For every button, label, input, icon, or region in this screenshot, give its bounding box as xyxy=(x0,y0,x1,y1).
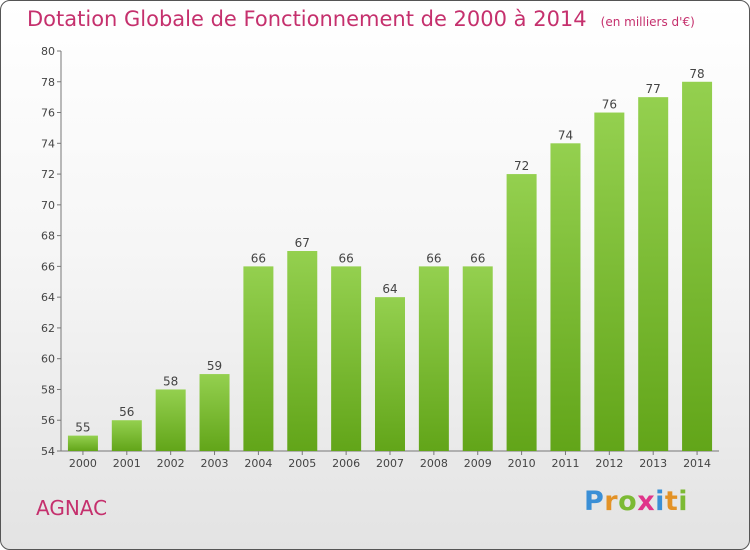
y-tick-label: 56 xyxy=(41,414,55,427)
data-label-2012: 76 xyxy=(602,98,617,112)
bar-2010 xyxy=(506,174,537,452)
bar-2006 xyxy=(331,266,362,451)
data-label-2004: 66 xyxy=(251,251,266,265)
bar-2000 xyxy=(67,435,98,451)
bar-2008 xyxy=(418,266,449,451)
y-tick-label: 74 xyxy=(41,137,55,150)
x-tick-label-2002: 2002 xyxy=(157,457,185,470)
data-label-2005: 67 xyxy=(295,236,310,250)
x-tick-label-2009: 2009 xyxy=(464,457,492,470)
y-tick-label: 66 xyxy=(41,260,55,273)
y-tick-label: 58 xyxy=(41,383,55,396)
y-tick-label: 80 xyxy=(41,45,55,58)
x-tick-label-2000: 2000 xyxy=(69,457,97,470)
data-label-2008: 66 xyxy=(426,251,441,265)
y-tick-label: 60 xyxy=(41,353,55,366)
chart-subtitle: (en milliers d'€) xyxy=(600,15,695,29)
y-tick-label: 70 xyxy=(41,199,55,212)
chart-title-text: Dotation Globale de Fonctionnement de 20… xyxy=(27,7,587,31)
y-tick-label: 78 xyxy=(41,76,55,89)
x-tick-label-2003: 2003 xyxy=(201,457,229,470)
y-tick-label: 68 xyxy=(41,230,55,243)
x-tick-label-2004: 2004 xyxy=(244,457,272,470)
data-label-2001: 56 xyxy=(119,405,134,419)
x-tick-label-2010: 2010 xyxy=(508,457,536,470)
data-label-2003: 59 xyxy=(207,359,222,373)
data-labels: 55 56 58 59 66 67 66 64 66 66 72 74 76 77 78 xyxy=(75,67,704,435)
bar-2014 xyxy=(682,81,713,452)
data-label-2010: 72 xyxy=(514,159,529,173)
x-tick-label-2011: 2011 xyxy=(551,457,579,470)
bar-2007 xyxy=(375,297,405,451)
x-tick-label-2005: 2005 xyxy=(288,457,316,470)
y-tick-label: 76 xyxy=(41,107,55,120)
data-label-2014: 78 xyxy=(689,67,704,81)
bar-2003 xyxy=(199,374,230,451)
data-label-2011: 74 xyxy=(558,128,573,142)
y-tick-label: 72 xyxy=(41,168,55,181)
chart-title: Dotation Globale de Fonctionnement de 20… xyxy=(27,7,695,31)
x-tick-label-2006: 2006 xyxy=(332,457,360,470)
bar-2013 xyxy=(638,97,669,452)
bar-2011 xyxy=(550,143,581,452)
x-axis: 2000 2001 2002 2003 2004 2005 2006 2007 2008 2009… xyxy=(61,450,719,470)
y-tick-label: 54 xyxy=(41,445,55,458)
x-tick-label-2008: 2008 xyxy=(420,457,448,470)
data-label-2007: 64 xyxy=(382,282,397,296)
bar-2001 xyxy=(111,420,142,451)
bar-2004 xyxy=(243,266,274,451)
bar-2012 xyxy=(594,112,625,452)
bar-series xyxy=(67,81,713,452)
bar-2005 xyxy=(287,251,318,451)
data-label-2000: 55 xyxy=(75,421,90,435)
x-tick-label-2014: 2014 xyxy=(683,457,711,470)
data-label-2006: 66 xyxy=(338,251,353,265)
y-tick-label: 62 xyxy=(41,322,55,335)
bar-2002 xyxy=(155,389,186,451)
y-tick-label: 64 xyxy=(41,291,55,304)
data-label-2009: 66 xyxy=(470,251,485,265)
data-label-2013: 77 xyxy=(646,82,661,96)
x-tick-label-2001: 2001 xyxy=(113,457,141,470)
x-tick-label-2012: 2012 xyxy=(595,457,623,470)
x-tick-label-2007: 2007 xyxy=(376,457,404,470)
bar-2009 xyxy=(462,266,493,451)
data-label-2002: 58 xyxy=(163,374,178,388)
y-axis: 54 56 58 60 62 64 66 68 70 72 74 76 78 80 xyxy=(41,45,62,458)
commune-name: AGNAC xyxy=(36,496,108,520)
x-tick-label-2013: 2013 xyxy=(639,457,667,470)
proxiti-logo: Proxiti xyxy=(584,486,689,517)
